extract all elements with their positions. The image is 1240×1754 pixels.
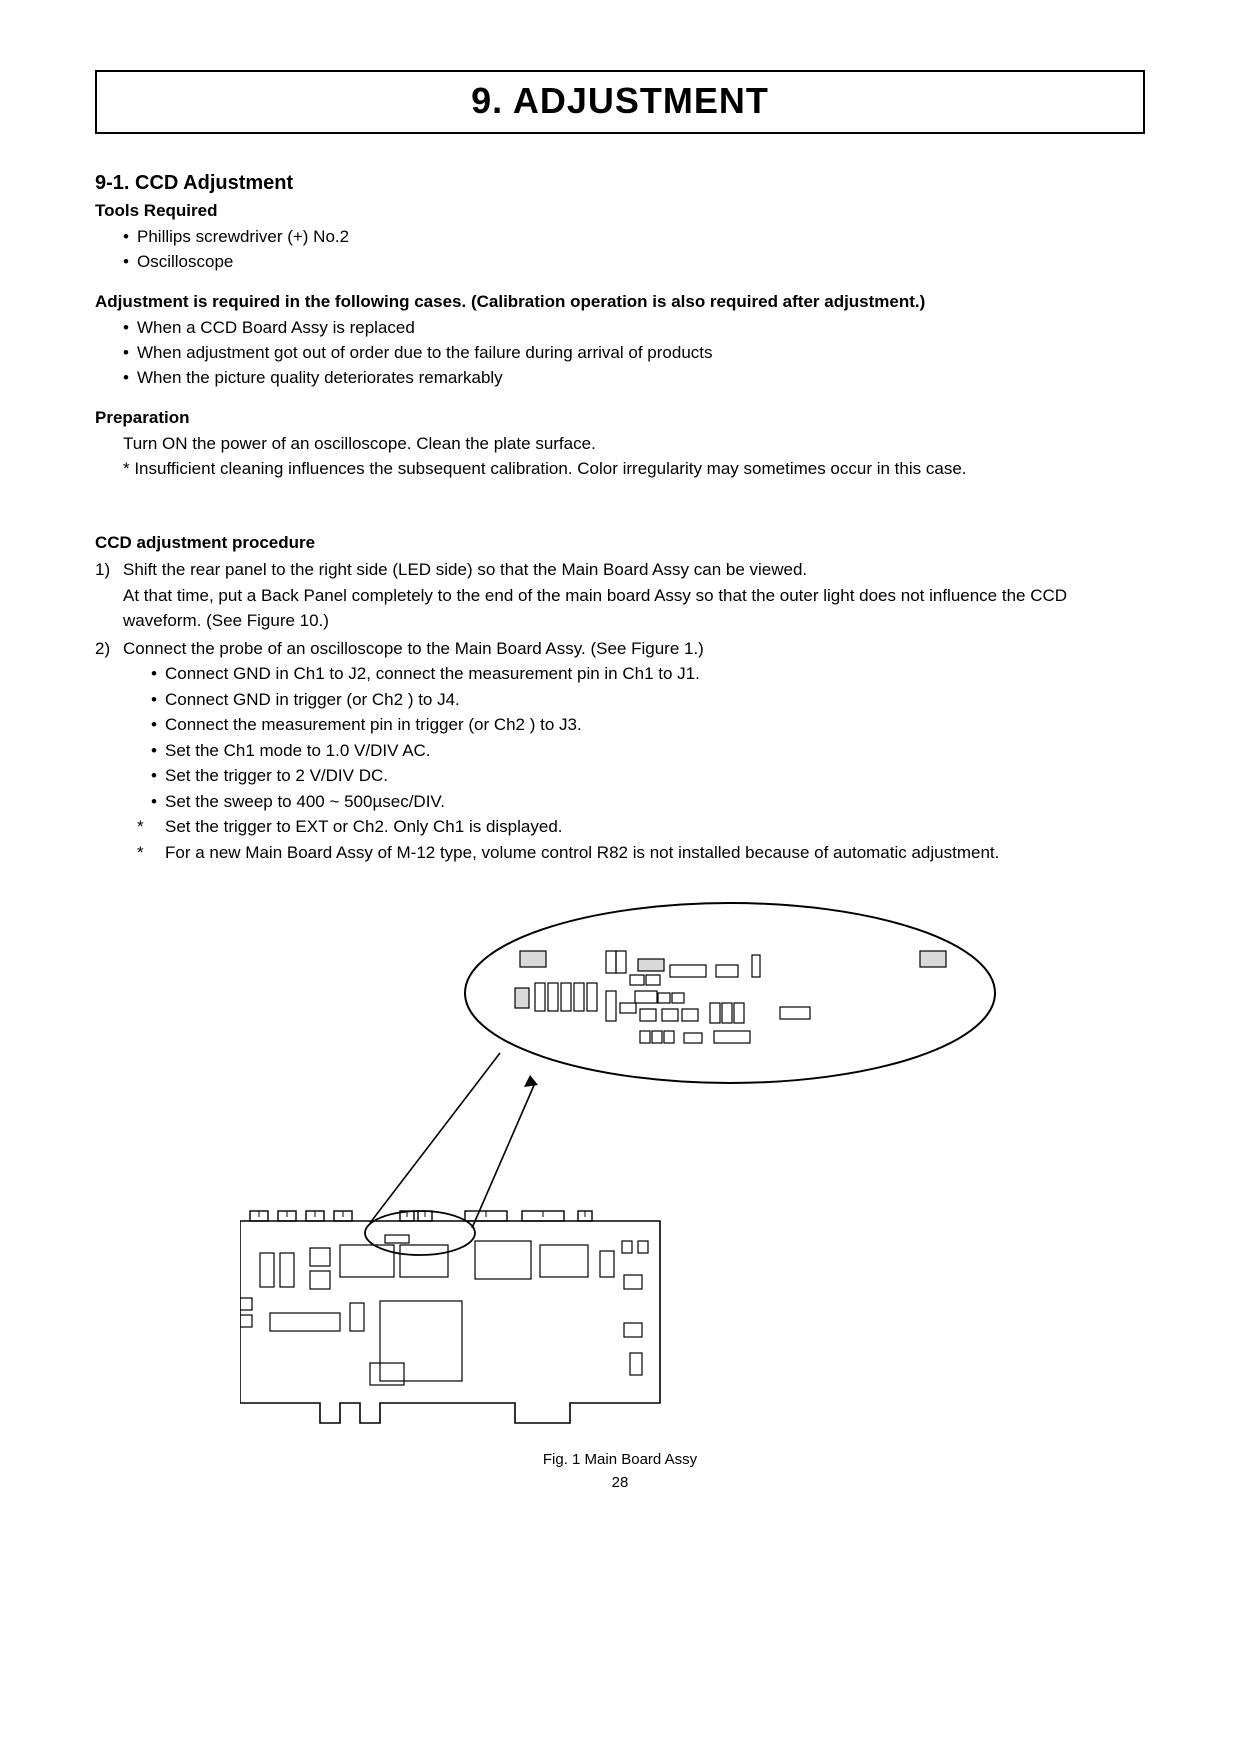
step2-bullet: Connect GND in Ch1 to J2, connect the me… xyxy=(151,661,1145,687)
step2-note: *Set the trigger to EXT or Ch2. Only Ch1… xyxy=(123,814,1145,840)
prep-line: Turn ON the power of an oscilloscope. Cl… xyxy=(95,432,1145,457)
tools-item: Phillips screwdriver (+) No.2 xyxy=(123,225,1145,250)
step2-bullet: Set the trigger to 2 V/DIV DC. xyxy=(151,763,1145,789)
cases-item: When the picture quality deteriorates re… xyxy=(123,366,1145,391)
step-num: 1) xyxy=(95,557,110,583)
tools-item: Oscilloscope xyxy=(123,250,1145,275)
figure-caption: Fig. 1 Main Board Assy xyxy=(95,1451,1145,1468)
section-title: 9-1. CCD Adjustment xyxy=(95,172,1145,195)
procedure-list: 1) Shift the rear panel to the right sid… xyxy=(95,557,1145,865)
step-1: 1) Shift the rear panel to the right sid… xyxy=(95,557,1145,634)
proc-head: CCD adjustment procedure xyxy=(95,533,1145,553)
step1-text-a: Shift the rear panel to the right side (… xyxy=(123,560,807,579)
tools-block: Tools Required Phillips screwdriver (+) … xyxy=(95,201,1145,274)
step2-note: *For a new Main Board Assy of M-12 type,… xyxy=(123,840,1145,866)
tools-list: Phillips screwdriver (+) No.2 Oscillosco… xyxy=(95,225,1145,274)
step2-text-a: Connect the probe of an oscilloscope to … xyxy=(123,639,704,658)
step2-bullets: Connect GND in Ch1 to J2, connect the me… xyxy=(123,661,1145,814)
step2-bullet: Connect the measurement pin in trigger (… xyxy=(151,712,1145,738)
main-board-diagram xyxy=(240,883,1000,1443)
step1-text-b: At that time, put a Back Panel completel… xyxy=(123,586,1067,631)
cases-list: When a CCD Board Assy is replaced When a… xyxy=(95,316,1145,390)
step-2: 2) Connect the probe of an oscilloscope … xyxy=(95,636,1145,866)
cases-item: When a CCD Board Assy is replaced xyxy=(123,316,1145,341)
chapter-title: 9. ADJUSTMENT xyxy=(95,70,1145,134)
step-num: 2) xyxy=(95,636,110,662)
procedure-block: CCD adjustment procedure 1) Shift the re… xyxy=(95,533,1145,865)
prep-head: Preparation xyxy=(95,408,1145,428)
step2-bullet: Set the sweep to 400 ~ 500µsec/DIV. xyxy=(151,789,1145,815)
tools-head: Tools Required xyxy=(95,201,1145,221)
step2-bullet: Connect GND in trigger (or Ch2 ) to J4. xyxy=(151,687,1145,713)
step2-bullet: Set the Ch1 mode to 1.0 V/DIV AC. xyxy=(151,738,1145,764)
figure-1: Fig. 1 Main Board Assy 28 xyxy=(95,883,1145,1491)
page-number: 28 xyxy=(95,1474,1145,1491)
prep-block: Preparation Turn ON the power of an osci… xyxy=(95,408,1145,481)
cases-item: When adjustment got out of order due to … xyxy=(123,341,1145,366)
page: 9. ADJUSTMENT 9-1. CCD Adjustment Tools … xyxy=(0,0,1240,1754)
cases-head: Adjustment is required in the following … xyxy=(95,292,1145,312)
cases-block: Adjustment is required in the following … xyxy=(95,292,1145,390)
prep-note: * Insufficient cleaning influences the s… xyxy=(105,457,1145,482)
